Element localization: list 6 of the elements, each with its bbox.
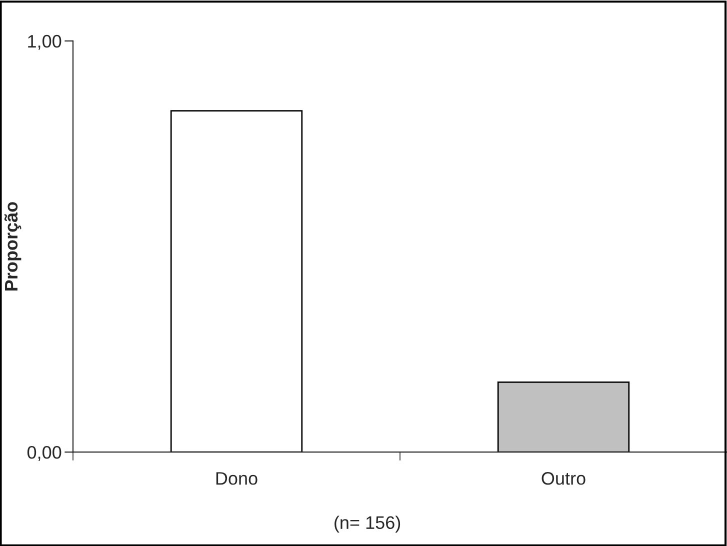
y-axis-title: Proporção — [4, 202, 22, 290]
x-tick-label: Dono — [216, 472, 258, 485]
x-tick-label: Outro — [542, 472, 586, 485]
y-tick-label: 0,00 — [27, 446, 62, 461]
y-tick-label: 1,00 — [28, 34, 62, 50]
text: (n= 156) — [334, 516, 400, 533]
